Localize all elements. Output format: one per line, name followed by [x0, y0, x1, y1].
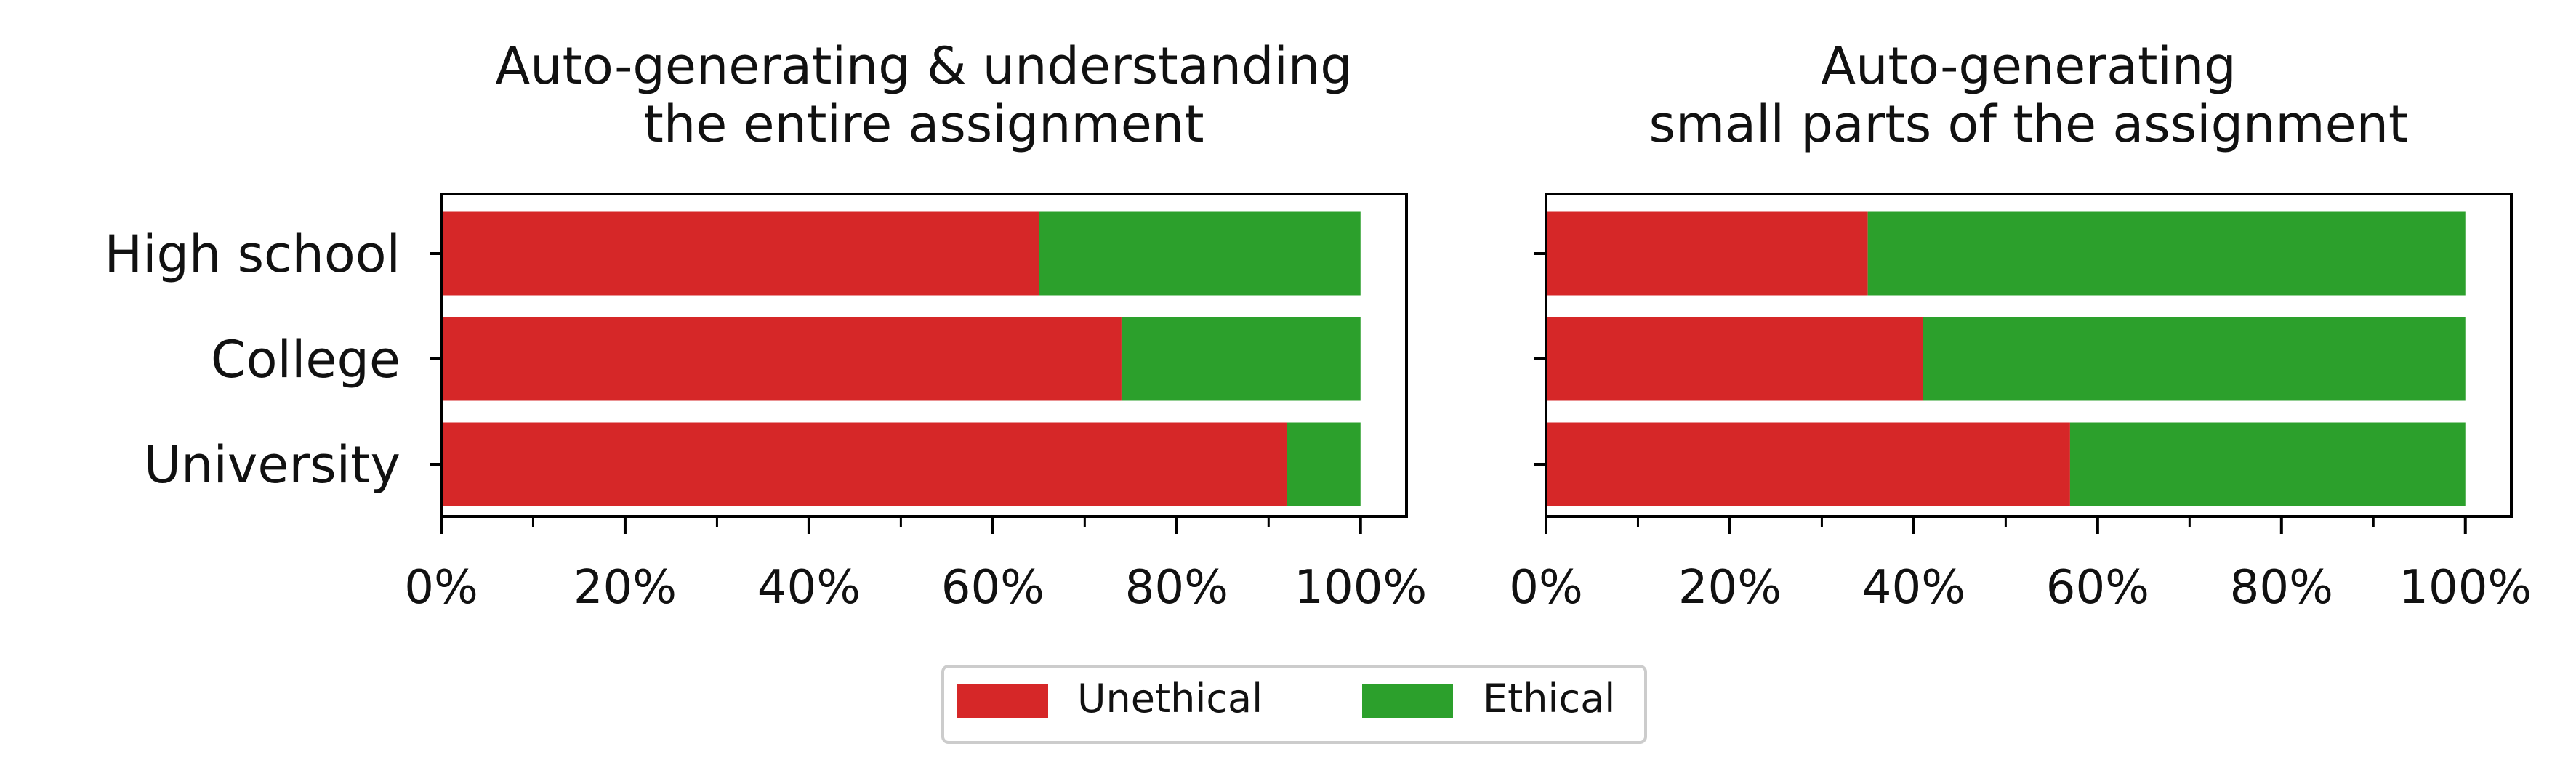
x-tick-label: 40%	[757, 561, 861, 615]
y-tick-label: College	[211, 330, 401, 389]
bar-ethical-college	[1923, 317, 2466, 401]
bar-unethical-college	[441, 317, 1122, 401]
x-tick-label: 20%	[1678, 561, 1782, 615]
x-tick-label: 60%	[941, 561, 1045, 615]
bar-unethical-high-school	[441, 211, 1039, 296]
x-tick-label: 80%	[2230, 561, 2333, 615]
chart-title-line: Auto-generating	[1821, 36, 2236, 96]
legend-swatch-ethical	[1362, 684, 1453, 718]
legend-box	[941, 665, 1647, 744]
x-tick-label: 0%	[1509, 561, 1583, 615]
x-tick-label: 100%	[2399, 561, 2532, 615]
legend-label-ethical: Ethical	[1483, 676, 1615, 721]
legend-swatch-unethical	[957, 684, 1048, 718]
axes-frame	[440, 193, 1408, 518]
x-tick-label: 80%	[1125, 561, 1228, 615]
x-tick-label: 100%	[1294, 561, 1427, 615]
bar-unethical-university	[441, 422, 1287, 506]
bar-ethical-college	[1121, 317, 1361, 401]
legend-label-unethical: Unethical	[1077, 676, 1263, 721]
x-tick-label: 60%	[2046, 561, 2149, 615]
chart-title-line: Auto-generating & understanding	[495, 36, 1352, 96]
bar-unethical-high-school	[1546, 211, 1868, 296]
bar-ethical-high-school	[1867, 211, 2466, 296]
x-tick-label: 20%	[573, 561, 677, 615]
y-tick-label: University	[144, 435, 401, 495]
axes-frame	[1545, 193, 2513, 518]
bar-ethical-university	[1287, 422, 1361, 506]
bar-ethical-high-school	[1039, 211, 1361, 296]
bar-unethical-college	[1546, 317, 1923, 401]
y-tick-label: High school	[104, 224, 401, 284]
x-tick-label: 40%	[1862, 561, 1965, 615]
bar-unethical-university	[1546, 422, 2070, 506]
x-tick-label: 0%	[404, 561, 478, 615]
chart-title-line: the entire assignment	[643, 94, 1204, 154]
chart-title-line: small parts of the assignment	[1649, 94, 2409, 154]
bar-ethical-university	[2069, 422, 2466, 506]
